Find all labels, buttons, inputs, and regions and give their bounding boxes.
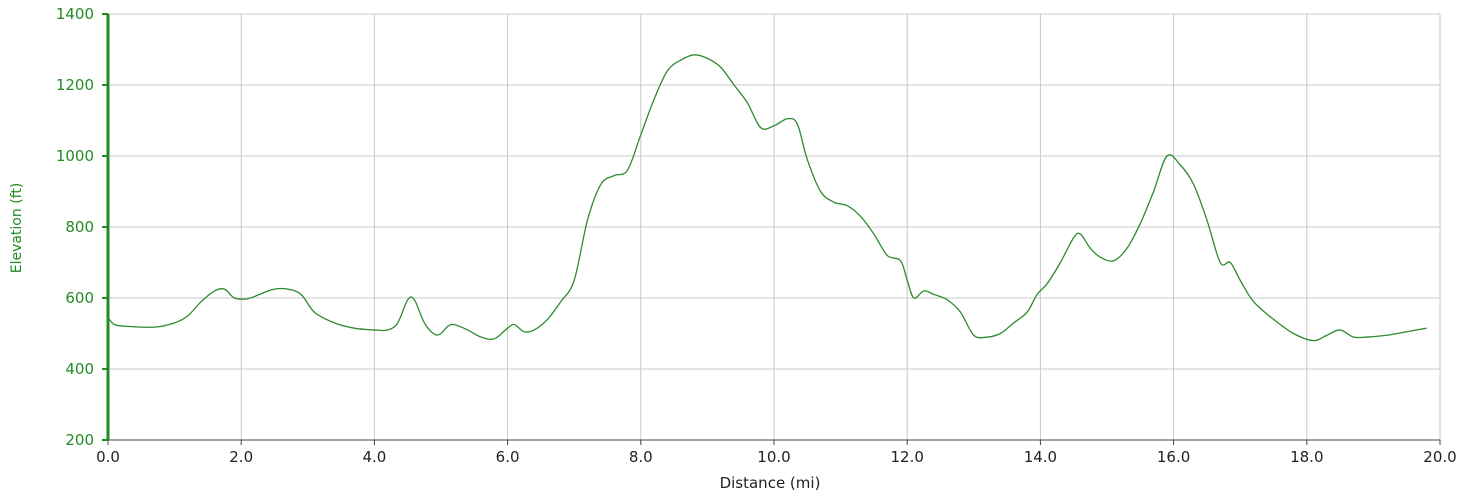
y-tick-label: 400 xyxy=(65,360,94,378)
y-tick-label: 1000 xyxy=(56,147,94,165)
y-tick-label: 200 xyxy=(65,431,94,449)
gridlines xyxy=(107,13,1441,441)
x-tick-label: 4.0 xyxy=(362,448,386,466)
x-tick-label: 14.0 xyxy=(1024,448,1057,466)
x-tick-label: 0.0 xyxy=(96,448,120,466)
x-tick-label: 16.0 xyxy=(1157,448,1190,466)
x-axis-label: Distance (mi) xyxy=(720,474,821,492)
x-tick-label: 10.0 xyxy=(757,448,790,466)
x-tick-label: 2.0 xyxy=(229,448,253,466)
x-tick-label: 20.0 xyxy=(1423,448,1456,466)
x-tick-label: 6.0 xyxy=(496,448,520,466)
x-tick-label: 18.0 xyxy=(1290,448,1323,466)
y-tick-labels: 200 400 600 800 1000 1200 1400 xyxy=(56,5,108,449)
x-tick-labels: 0.0 2.0 4.0 6.0 8.0 10.0 12.0 14.0 16.0 18.0 20.0 xyxy=(96,440,1457,466)
y-tick-label: 600 xyxy=(65,289,94,307)
elevation-series-line xyxy=(107,54,1427,342)
y-axis-label: Elevation (ft) xyxy=(9,183,25,274)
y-tick-label: 1400 xyxy=(56,5,94,23)
y-tick-label: 800 xyxy=(65,218,94,236)
x-tick-label: 8.0 xyxy=(629,448,653,466)
y-tick-label: 1200 xyxy=(56,76,94,94)
x-tick-label: 12.0 xyxy=(890,448,923,466)
